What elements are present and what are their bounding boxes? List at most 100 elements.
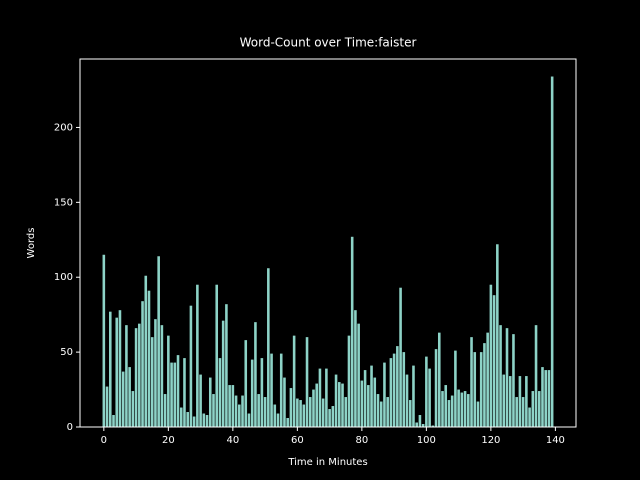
bar bbox=[260, 358, 264, 427]
bar bbox=[483, 343, 486, 427]
bar bbox=[105, 386, 109, 427]
bar bbox=[344, 397, 348, 427]
chart-title: Word-Count over Time:faister bbox=[240, 36, 417, 50]
bar bbox=[221, 320, 225, 427]
bar bbox=[254, 322, 257, 427]
bar bbox=[150, 337, 154, 427]
bar bbox=[247, 413, 251, 427]
bar bbox=[376, 394, 380, 427]
y-tick-label: 100 bbox=[54, 272, 73, 283]
bar bbox=[273, 404, 277, 427]
bar bbox=[508, 376, 512, 427]
bar bbox=[118, 310, 122, 427]
bar bbox=[328, 409, 331, 427]
bar bbox=[138, 323, 141, 427]
bar bbox=[125, 325, 128, 427]
bar bbox=[347, 335, 351, 427]
bar bbox=[402, 352, 406, 427]
x-tick-label: 0 bbox=[101, 435, 107, 446]
bar bbox=[218, 358, 222, 427]
bar bbox=[373, 377, 377, 427]
bar bbox=[525, 376, 528, 427]
bar bbox=[447, 400, 451, 427]
bar bbox=[431, 425, 435, 427]
bar bbox=[115, 317, 119, 427]
bar bbox=[205, 415, 209, 427]
bar bbox=[102, 254, 106, 427]
bar bbox=[550, 76, 554, 428]
bar bbox=[334, 374, 338, 427]
bar bbox=[547, 370, 551, 427]
x-tick-label: 120 bbox=[481, 435, 500, 446]
bar bbox=[302, 404, 306, 427]
bar bbox=[270, 353, 273, 427]
bar bbox=[147, 290, 151, 427]
bar bbox=[231, 385, 235, 427]
bar bbox=[399, 287, 402, 427]
bar bbox=[499, 325, 502, 427]
bar bbox=[173, 362, 177, 427]
bar bbox=[444, 385, 448, 427]
bar bbox=[489, 284, 493, 427]
x-tick-label: 20 bbox=[162, 435, 175, 446]
bar bbox=[183, 358, 186, 427]
bar bbox=[186, 412, 189, 427]
y-tick-label: 0 bbox=[67, 422, 73, 433]
bar bbox=[225, 304, 228, 427]
bar bbox=[315, 383, 319, 427]
bar bbox=[279, 353, 283, 427]
bar bbox=[370, 365, 373, 427]
bar bbox=[189, 305, 193, 427]
bar bbox=[434, 349, 438, 427]
bar bbox=[379, 401, 383, 427]
bar bbox=[289, 388, 293, 427]
bar bbox=[392, 353, 396, 427]
bar bbox=[460, 392, 464, 427]
bar bbox=[215, 284, 219, 427]
y-axis-label: Words bbox=[26, 228, 37, 259]
bar bbox=[331, 406, 335, 427]
bar bbox=[386, 397, 389, 427]
bar bbox=[357, 323, 360, 427]
bar bbox=[544, 370, 548, 427]
bar bbox=[496, 244, 499, 427]
bar bbox=[437, 332, 441, 427]
bar bbox=[170, 362, 173, 427]
bar bbox=[367, 385, 370, 427]
bar bbox=[531, 391, 535, 427]
bar bbox=[405, 374, 409, 427]
bar bbox=[457, 389, 460, 427]
bar bbox=[196, 284, 199, 427]
bar bbox=[396, 346, 399, 427]
bar bbox=[238, 404, 241, 427]
bar bbox=[418, 415, 422, 427]
bar bbox=[412, 365, 415, 427]
bar bbox=[318, 368, 322, 427]
axes-frame bbox=[79, 58, 577, 428]
bar bbox=[389, 358, 393, 427]
bar bbox=[450, 395, 454, 427]
bar bbox=[157, 256, 160, 427]
bar bbox=[473, 352, 477, 427]
bar bbox=[286, 418, 289, 427]
bar bbox=[144, 275, 148, 427]
bar bbox=[244, 340, 248, 427]
bar bbox=[241, 395, 244, 427]
x-axis-label: Time in Minutes bbox=[287, 457, 367, 468]
bar bbox=[250, 359, 254, 427]
bar bbox=[463, 391, 467, 427]
bar bbox=[363, 370, 367, 427]
bar bbox=[167, 335, 170, 427]
bar bbox=[476, 401, 480, 427]
bar bbox=[408, 400, 412, 427]
bar bbox=[479, 352, 483, 427]
x-tick-label: 140 bbox=[546, 435, 565, 446]
bar bbox=[515, 397, 518, 427]
bar bbox=[512, 334, 515, 427]
x-tick-label: 100 bbox=[417, 435, 436, 446]
bar bbox=[354, 310, 357, 427]
bar bbox=[212, 394, 215, 427]
bar bbox=[179, 407, 183, 427]
x-tick-label: 40 bbox=[226, 435, 239, 446]
